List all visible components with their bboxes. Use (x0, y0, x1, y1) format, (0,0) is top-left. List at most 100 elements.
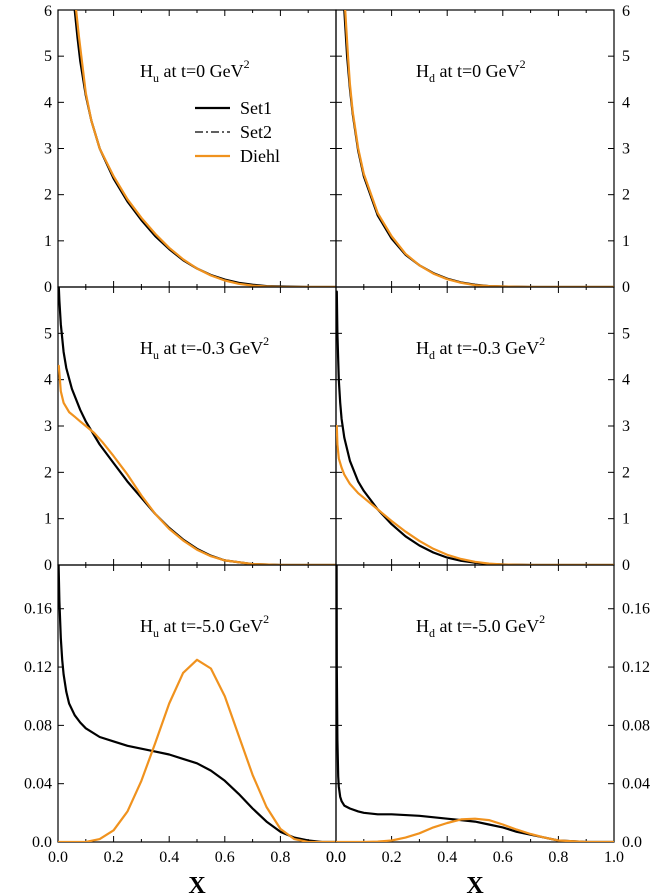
y-tick-label: 0.0 (32, 834, 52, 851)
panel-frame (335, 564, 615, 843)
x-tick-label: 0.2 (382, 849, 402, 866)
y-tick-label: 0.16 (622, 601, 650, 618)
x-tick-label: 0.8 (270, 849, 290, 866)
y-tick-label: 4 (622, 372, 630, 389)
title-subscript: d (429, 626, 435, 640)
legend-label-set2: Set2 (240, 122, 272, 142)
series-line-diehl (58, 658, 336, 842)
y-tick-label: 0.12 (24, 659, 52, 676)
x-tick-label: 0.0 (326, 849, 346, 866)
series-line-set1 (336, 290, 614, 565)
title-text: at t=0 GeV (435, 61, 520, 81)
series-line-set2 (58, 287, 336, 565)
x-tick-label: 0.4 (437, 849, 457, 866)
title-subscript: d (429, 71, 435, 85)
y-tick-label: 1 (44, 511, 52, 528)
y-tick-label: 4 (44, 372, 52, 389)
panel-title: Hd at t=-5.0 GeV2 (416, 612, 545, 640)
title-superscript: 2 (539, 334, 545, 348)
y-tick-label: 6 (622, 3, 630, 20)
y-tick-label: 1 (622, 233, 630, 250)
panel-1: 0 1 2 3 4 5 6 Hu at t=0 GeV2 Set1 Set2 Diehl (44, 3, 337, 296)
x-axis-label: X (466, 873, 484, 896)
panel-title: Hu at t=0 GeV2 (140, 57, 250, 85)
title-superscript: 2 (244, 57, 250, 71)
x-tick-label: 0.0 (48, 849, 68, 866)
y-tick-label: 0 (44, 557, 52, 574)
title-main: H (416, 616, 429, 636)
x-tick-label: 0.8 (548, 849, 568, 866)
y-tick-label: 6 (44, 3, 52, 20)
series-line-set1 (58, 287, 336, 565)
series-line-set1 (73, 10, 336, 287)
title-main: H (140, 616, 153, 636)
title-subscript: d (429, 348, 435, 362)
panel-title: Hu at t=-5.0 GeV2 (140, 612, 269, 640)
y-tick-label: 5 (622, 325, 630, 342)
y-tick-label: 5 (622, 48, 630, 65)
panel-frame (57, 286, 337, 566)
y-tick-label: 0.08 (622, 717, 650, 734)
y-tick-label: 0.0 (622, 834, 642, 851)
series-line-set2 (336, 291, 614, 565)
y-tick-label: 2 (622, 464, 630, 481)
x-tick-label: 0.4 (159, 849, 179, 866)
series-line-diehl (336, 424, 614, 565)
x-tick-label: 0.6 (215, 849, 235, 866)
series-line-set1 (343, 10, 614, 287)
series-line-set1 (58, 565, 336, 842)
panel-frame (57, 564, 337, 843)
y-tick-label: 0 (622, 279, 630, 296)
title-main: H (140, 338, 153, 358)
title-subscript: u (153, 348, 159, 362)
title-superscript: 2 (263, 612, 269, 626)
y-tick-label: 2 (44, 464, 52, 481)
series-line-diehl (58, 364, 336, 565)
y-tick-label: 3 (44, 418, 52, 435)
y-tick-label: 5 (44, 48, 52, 65)
series-line-diehl (74, 10, 336, 287)
y-tick-label: 3 (44, 141, 52, 158)
x-tick-label: 0.2 (104, 849, 124, 866)
x-tick-label: 0.6 (493, 849, 513, 866)
panel-title: Hd at t=-0.3 GeV2 (416, 334, 545, 362)
y-tick-label: 0 (44, 279, 52, 296)
title-text: at t=-5.0 GeV (435, 616, 539, 636)
title-text: at t=-0.3 GeV (159, 338, 263, 358)
y-tick-label: 0.04 (24, 776, 52, 793)
series-line-set2 (343, 10, 614, 287)
y-tick-label: 2 (622, 187, 630, 204)
y-tick-label: 3 (622, 418, 630, 435)
panel-title: Hd at t=0 GeV2 (416, 57, 526, 85)
legend-label-diehl: Diehl (240, 146, 280, 166)
y-tick-label: 4 (44, 94, 52, 111)
y-tick-label: 3 (622, 141, 630, 158)
y-tick-label: 2 (44, 187, 52, 204)
y-tick-label: 1 (622, 511, 630, 528)
title-main: H (416, 61, 429, 81)
y-tick-label: 0.08 (24, 717, 52, 734)
y-tick-label: 0.04 (622, 776, 650, 793)
title-main: H (140, 61, 153, 81)
legend: Set1 Set2 Diehl (195, 98, 280, 166)
y-tick-label: 0.12 (622, 659, 650, 676)
title-text: at t=-5.0 GeV (159, 616, 263, 636)
title-text: at t=-0.3 GeV (435, 338, 539, 358)
title-superscript: 2 (520, 57, 526, 71)
series-line-diehl (344, 10, 614, 287)
y-tick-label: 0.16 (24, 601, 52, 618)
title-superscript: 2 (263, 334, 269, 348)
title-main: H (416, 338, 429, 358)
series-line-set2 (336, 565, 614, 842)
y-tick-label: 1 (44, 233, 52, 250)
panel-title: Hu at t=-0.3 GeV2 (140, 334, 269, 362)
legend-label-set1: Set1 (240, 98, 272, 118)
title-subscript: u (153, 626, 159, 640)
panel-6: 0.0 0.04 0.08 0.12 0.16 Hd at t=-5.0 GeV2 0.0 0… (326, 564, 650, 896)
panel-frame (335, 9, 615, 288)
